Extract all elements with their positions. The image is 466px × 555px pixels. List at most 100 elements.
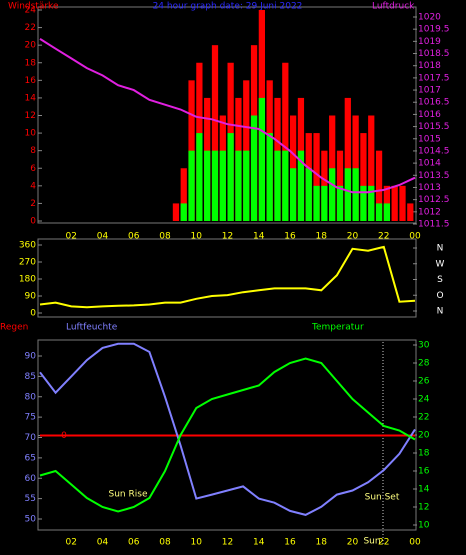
annotation: Sun Rise bbox=[109, 490, 148, 500]
series-line bbox=[39, 357, 416, 513]
y-tick-label: 70 bbox=[25, 433, 37, 443]
y2-tick-label: 1011.5 bbox=[418, 220, 450, 230]
wind-bar bbox=[188, 80, 195, 221]
y-tick-label: 180 bbox=[19, 275, 36, 285]
y-tick-label: 90 bbox=[25, 352, 37, 362]
wind-bar bbox=[321, 185, 328, 221]
x-tick-label: 00 bbox=[409, 538, 421, 548]
wind-bar bbox=[180, 203, 187, 221]
wind-bar bbox=[368, 185, 375, 221]
x-tick-label: 18 bbox=[316, 232, 328, 242]
x-tick-label: 04 bbox=[97, 232, 109, 242]
y2-tick-label: 1018.5 bbox=[418, 49, 450, 59]
x-tick-label: 10 bbox=[191, 538, 203, 548]
y-tick-label: 60 bbox=[25, 474, 37, 484]
y-tick-label: 8 bbox=[30, 146, 36, 156]
y2-tick-label: 1019 bbox=[418, 37, 441, 47]
wind-bar bbox=[375, 150, 383, 221]
y2-tick-label: 1018 bbox=[418, 61, 441, 71]
wind-bar bbox=[305, 168, 312, 221]
wind-bar bbox=[219, 150, 226, 221]
legend-label: Regen bbox=[0, 323, 28, 333]
wind-bar bbox=[336, 185, 344, 221]
y-tick-label: 16 bbox=[25, 76, 37, 86]
y2-tick-label: 1012.5 bbox=[418, 195, 450, 205]
y-tick-label: 24 bbox=[25, 6, 37, 16]
x-tick-label: 06 bbox=[128, 232, 140, 242]
series-line bbox=[39, 245, 416, 309]
frame bbox=[37, 6, 417, 224]
wind-bar bbox=[243, 80, 250, 221]
y-tick-label: 50 bbox=[25, 515, 37, 525]
wind-bar bbox=[383, 203, 390, 221]
wind-bar bbox=[180, 168, 187, 221]
y-tick-label: 14 bbox=[25, 93, 37, 103]
wind-bar bbox=[344, 97, 351, 221]
y2-tick-label: O bbox=[436, 291, 443, 301]
series-line bbox=[39, 38, 416, 194]
legend-label: Luftfeuchte bbox=[66, 323, 118, 333]
y-tick-label: 80 bbox=[25, 392, 37, 402]
wind-bar bbox=[368, 115, 375, 221]
series-line bbox=[39, 342, 416, 516]
wind-bar bbox=[297, 150, 305, 221]
y2-tick-label: W bbox=[436, 259, 445, 269]
frame bbox=[37, 238, 417, 318]
wind-bar bbox=[211, 45, 219, 221]
wind-bar bbox=[360, 133, 367, 221]
x-tick-label: 22 bbox=[378, 232, 389, 242]
y2-tick-label: 1015.5 bbox=[418, 122, 450, 132]
y2-tick-label: N bbox=[437, 244, 444, 254]
wind-bar bbox=[313, 133, 320, 221]
y-tick-label: 0 bbox=[30, 217, 36, 227]
y-tick-label: 55 bbox=[25, 494, 36, 504]
y2-tick-label: 1017 bbox=[418, 86, 441, 96]
wind-bar bbox=[204, 150, 211, 221]
y2-tick-label: 14 bbox=[418, 485, 430, 495]
y2-tick-label: 1017.5 bbox=[418, 73, 450, 83]
x-tick-label: 18 bbox=[316, 538, 328, 548]
wind-bar bbox=[407, 203, 414, 221]
y2-tick-label: 22 bbox=[418, 413, 429, 423]
y-tick-label: 12 bbox=[25, 111, 36, 121]
y2-tick-label: 10 bbox=[418, 521, 430, 531]
y-tick-label: 75 bbox=[25, 413, 36, 423]
x-tick-label: 02 bbox=[66, 232, 77, 242]
x-tick-label: 16 bbox=[284, 232, 296, 242]
wind-bar bbox=[383, 185, 390, 221]
y2-tick-label: 1019.5 bbox=[418, 25, 450, 35]
y-tick-label: 360 bbox=[19, 241, 36, 251]
wind-bar bbox=[352, 168, 359, 221]
wind-bar bbox=[172, 203, 180, 221]
y2-tick-label: 1014 bbox=[418, 159, 441, 169]
x-tick-label: 14 bbox=[253, 538, 265, 548]
wind-bar bbox=[211, 150, 219, 221]
y-tick-label: 22 bbox=[25, 23, 36, 33]
y2-tick-label: 1016.5 bbox=[418, 98, 450, 108]
y2-tick-label: 18 bbox=[418, 449, 430, 459]
wind-bar bbox=[360, 185, 367, 221]
y2-tick-label: 1020 bbox=[418, 13, 441, 23]
legend-label: Luftdruck bbox=[372, 2, 415, 12]
y2-tick-label: 16 bbox=[418, 467, 430, 477]
legend-label: Temperatur bbox=[311, 323, 364, 333]
y-tick-label: 2 bbox=[30, 199, 36, 209]
wind-bar bbox=[329, 168, 336, 221]
y2-tick-label: 1015 bbox=[418, 134, 441, 144]
wind-bar bbox=[375, 203, 383, 221]
y2-tick-label: 1016 bbox=[418, 110, 441, 120]
y2-tick-label: 24 bbox=[418, 395, 430, 405]
x-tick-label: 16 bbox=[284, 538, 296, 548]
x-tick-label: 08 bbox=[159, 538, 171, 548]
wind-bar bbox=[274, 150, 281, 221]
y-tick-label: 85 bbox=[25, 372, 36, 382]
wind-bar bbox=[250, 115, 258, 221]
wind-bar bbox=[227, 133, 234, 221]
y2-tick-label: 1013.5 bbox=[418, 171, 450, 181]
y2-tick-label: 20 bbox=[418, 431, 430, 441]
wind-bar bbox=[313, 185, 320, 221]
wind-bar bbox=[196, 133, 203, 221]
x-tick-label: 08 bbox=[159, 232, 171, 242]
x-tick-label: 14 bbox=[253, 232, 265, 242]
x-tick-label: 12 bbox=[222, 232, 233, 242]
